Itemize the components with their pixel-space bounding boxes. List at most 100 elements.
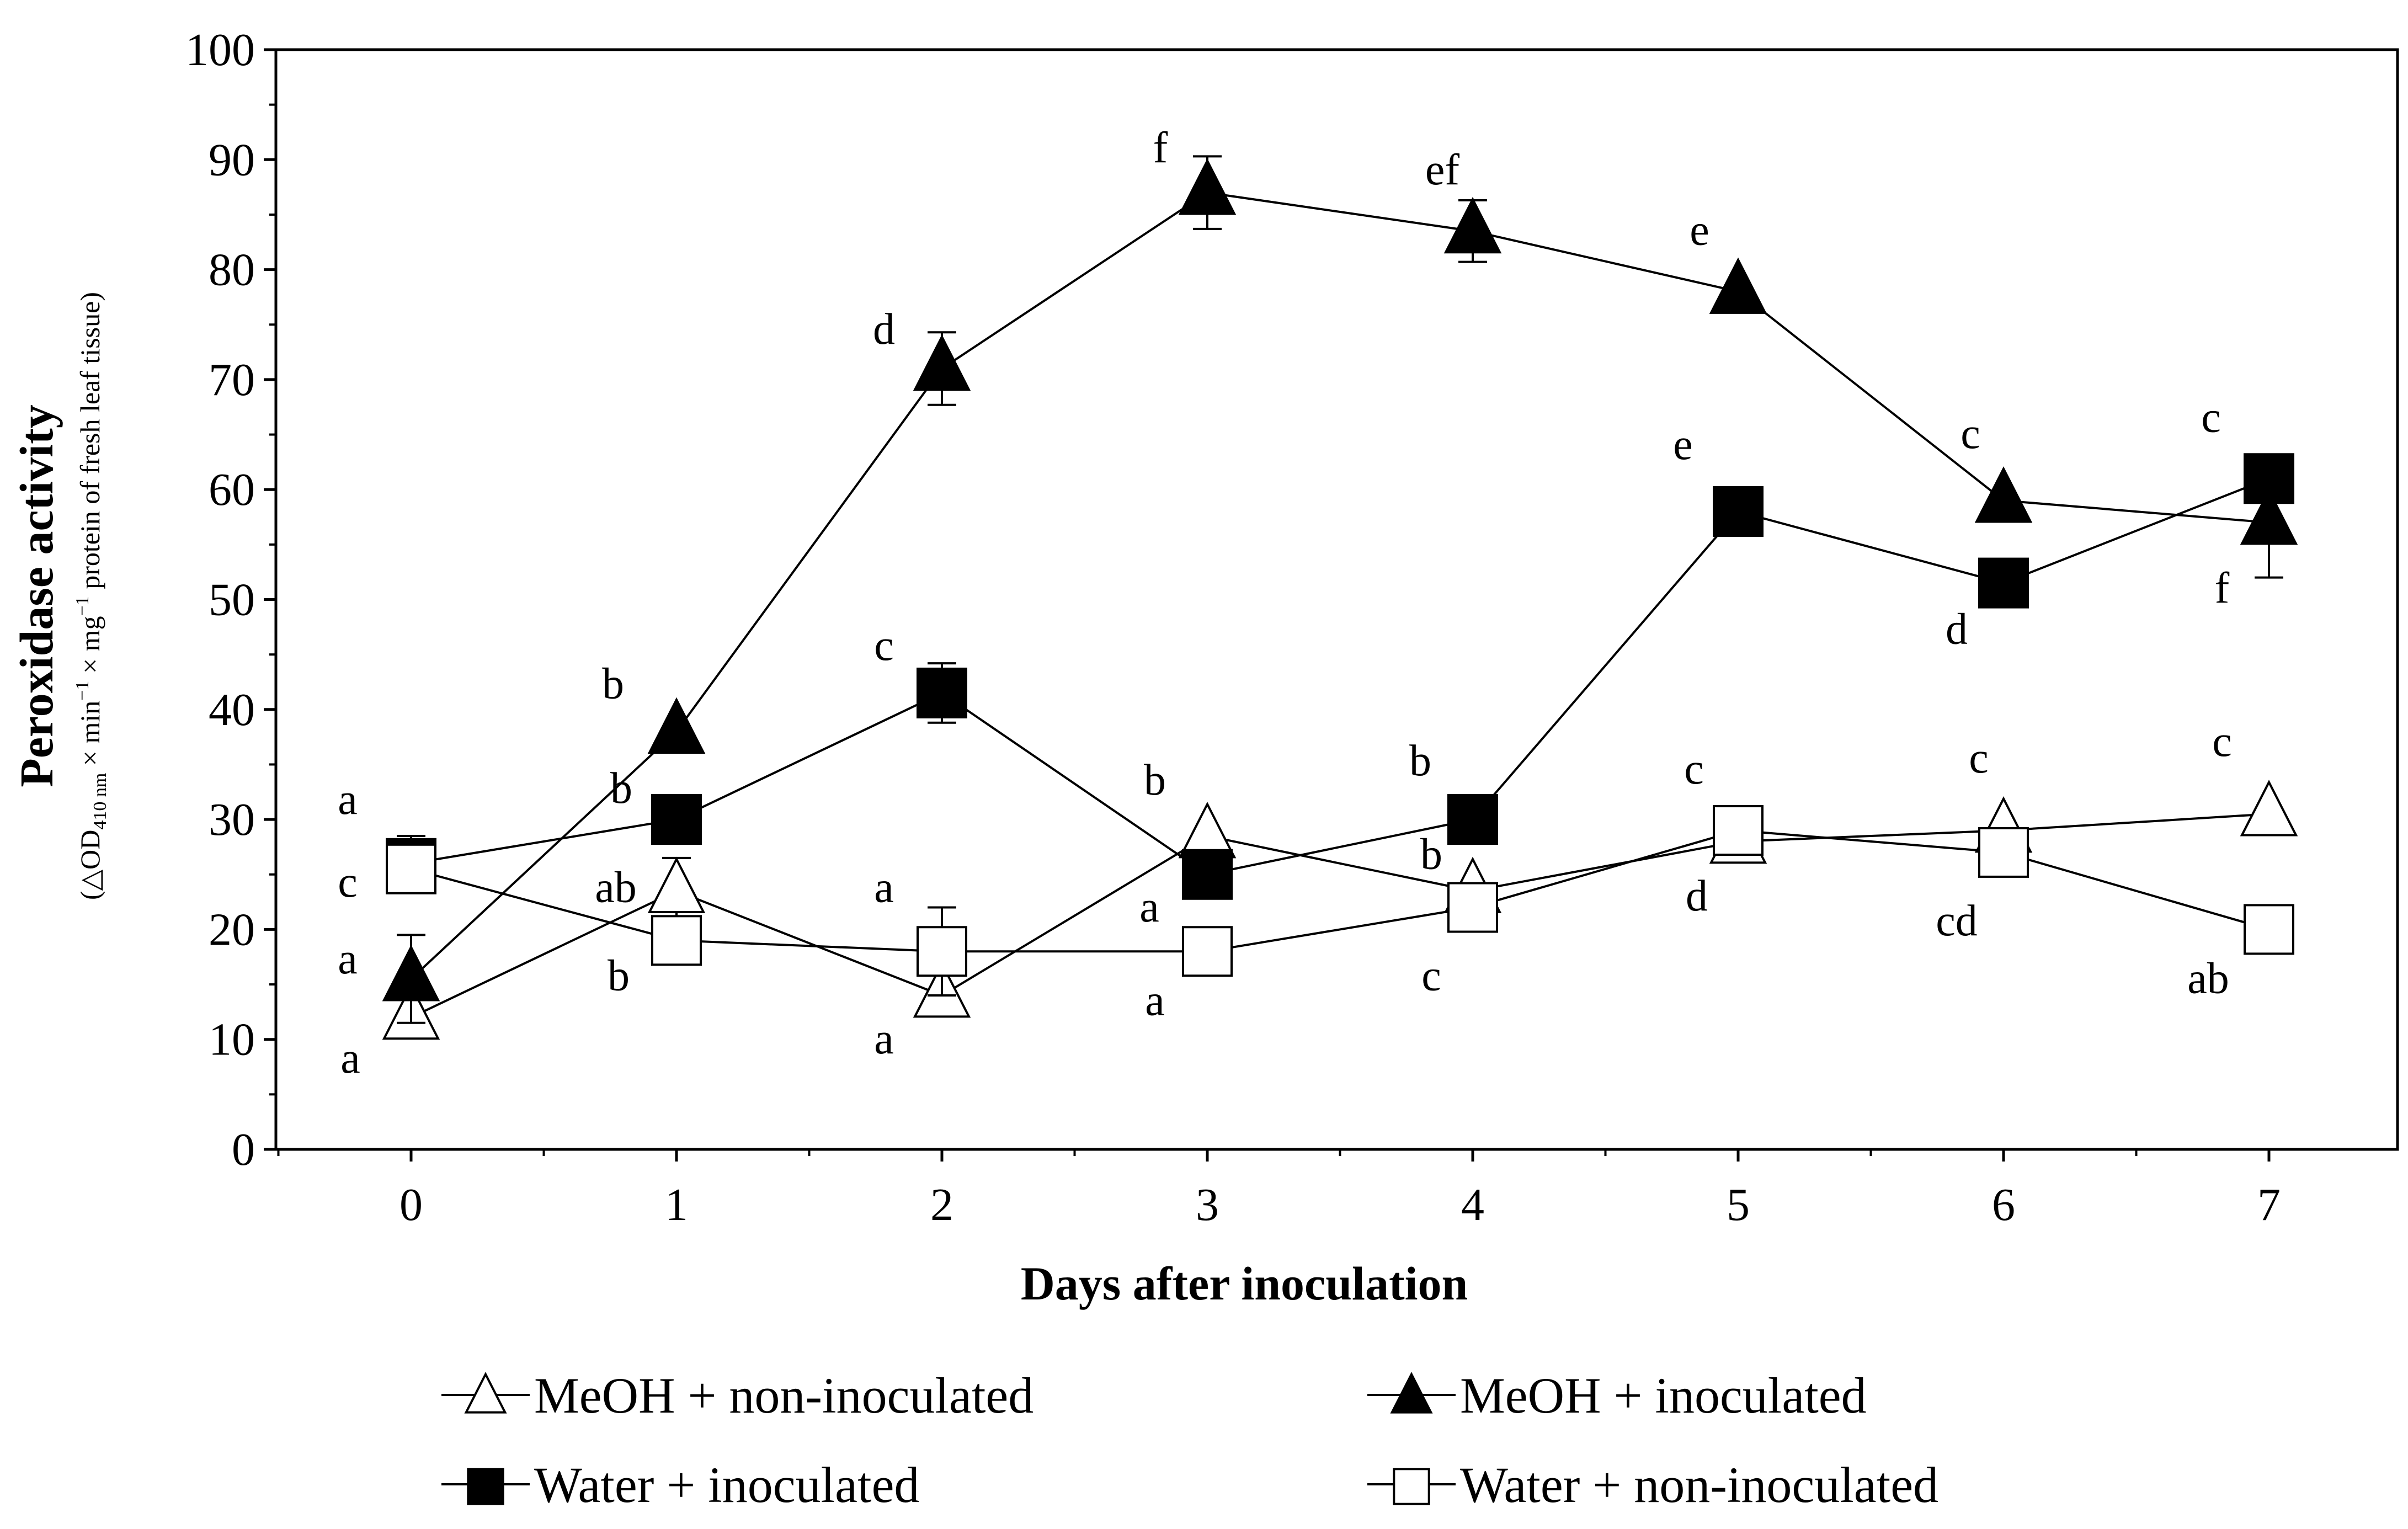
y-tick-label-50: 50 [209, 574, 255, 626]
data-point [647, 856, 706, 914]
data-point [1713, 486, 1764, 537]
legend-label: Water + non-inoculated [1460, 1457, 1938, 1513]
legend: MeOH + non-inoculated MeOH + inoculated Wa… [441, 1367, 1938, 1513]
significance-label: e [1690, 206, 1709, 254]
significance-label: c [338, 858, 358, 907]
significance-label: c [2201, 393, 2221, 441]
x-tick-label-1: 1 [665, 1179, 688, 1230]
significance-label: c [1961, 409, 1980, 458]
significance-label: b [1144, 756, 1166, 805]
significance-label: cd [1936, 897, 1978, 945]
legend-item-2: MeOH + inoculated [1367, 1367, 1867, 1424]
data-point [1182, 849, 1233, 900]
significance-label: a [874, 863, 894, 912]
legend-item-4: Water + non-inoculated [1367, 1457, 1938, 1513]
legend-marker [1390, 1372, 1433, 1414]
significance-label: d [873, 305, 895, 354]
legend-marker [464, 1372, 507, 1414]
significance-label: a [338, 935, 358, 983]
data-point [1447, 794, 1498, 845]
significance-label: b [608, 951, 630, 1000]
data-point [913, 334, 971, 391]
y-axis-subtitle: (△OD410 nm × min−1 × mg−1 protein of fre… [72, 292, 110, 900]
y-tick-label-60: 60 [209, 464, 255, 515]
series-line [411, 813, 2270, 1019]
y-tick-label-100: 100 [185, 24, 255, 76]
x-tick-label-5: 5 [1727, 1179, 1750, 1230]
significance-label: c [1421, 952, 1441, 1000]
data-point [1978, 557, 2029, 609]
data-point [1709, 257, 1767, 314]
y-tick-label-70: 70 [209, 354, 255, 406]
significance-label: c [1684, 745, 1704, 793]
x-tick-label-4: 4 [1461, 1179, 1484, 1230]
significance-label: d [1946, 605, 1968, 654]
data-point [2244, 453, 2294, 504]
legend-item-1: MeOH + non-inoculated [441, 1367, 1033, 1424]
significance-label: a [1145, 976, 1165, 1025]
y-tick-label-0: 0 [232, 1124, 255, 1175]
y-axis-title: Peroxidase activity [10, 404, 63, 787]
y-tick-label-90: 90 [209, 134, 255, 185]
data-point [1178, 158, 1237, 215]
data-point [382, 945, 440, 1001]
significance-label: e [1673, 420, 1693, 469]
significance-label: f [2215, 564, 2230, 612]
axes: 0 10 20 30 40 50 60 70 80 90 100 0 1 2 3 4 5 6 7 [185, 24, 2399, 1230]
data-point [651, 915, 702, 966]
legend-label: MeOH + inoculated [1460, 1367, 1867, 1424]
significance-label: c [874, 621, 894, 670]
significance-label: a [340, 1034, 360, 1083]
legend-label: MeOH + non-inoculated [534, 1367, 1033, 1424]
x-tick-label-3: 3 [1196, 1179, 1219, 1230]
legend-marker [1393, 1468, 1430, 1505]
significance-label: d [1686, 872, 1708, 920]
y-tick-label-30: 30 [209, 794, 255, 845]
y-axis-title-group: Peroxidase activity (△OD410 nm × min−1 ×… [10, 292, 110, 900]
y-tick-label-10: 10 [209, 1014, 255, 1065]
data-point [1182, 926, 1233, 977]
significance-label: a [1139, 883, 1159, 931]
legend-item-3: Water + inoculated [441, 1457, 919, 1513]
data-point [2240, 780, 2298, 837]
x-tick-label-2: 2 [930, 1179, 953, 1230]
significance-label: ef [1425, 146, 1460, 194]
data-point [2240, 488, 2298, 545]
y-tick-label-40: 40 [209, 684, 255, 736]
series-line [411, 829, 2270, 953]
data-point [1974, 466, 2033, 523]
significance-label: c [1969, 734, 1989, 782]
data-point [647, 697, 706, 754]
y-tick-label-80: 80 [209, 244, 255, 296]
data-point [651, 794, 702, 845]
legend-label: Water + inoculated [534, 1457, 919, 1513]
data-point [1447, 882, 1498, 933]
significance-label: b [602, 660, 624, 708]
x-tick-label-7: 7 [2257, 1179, 2281, 1230]
y-tick-label-20: 20 [209, 904, 255, 955]
significance-label: ab [2187, 954, 2229, 1003]
data-point [386, 843, 436, 894]
data-point [1443, 196, 1502, 254]
significance-label: b [1420, 830, 1442, 879]
significance-label: b [1409, 737, 1431, 785]
data-point [1713, 805, 1764, 856]
data-point [1978, 827, 2029, 878]
legend-marker [467, 1468, 504, 1505]
significance-label: b [610, 764, 632, 813]
x-axis-title: Days after inoculation [1021, 1257, 1468, 1310]
significance-label: a [338, 775, 358, 824]
x-tick-label-0: 0 [399, 1179, 423, 1230]
significance-label: f [1153, 124, 1168, 172]
x-tick-label-6: 6 [1992, 1179, 2015, 1230]
series-line [411, 477, 2270, 876]
significance-label: a [874, 1015, 894, 1063]
data-point [2244, 904, 2294, 955]
data-point [917, 667, 967, 718]
